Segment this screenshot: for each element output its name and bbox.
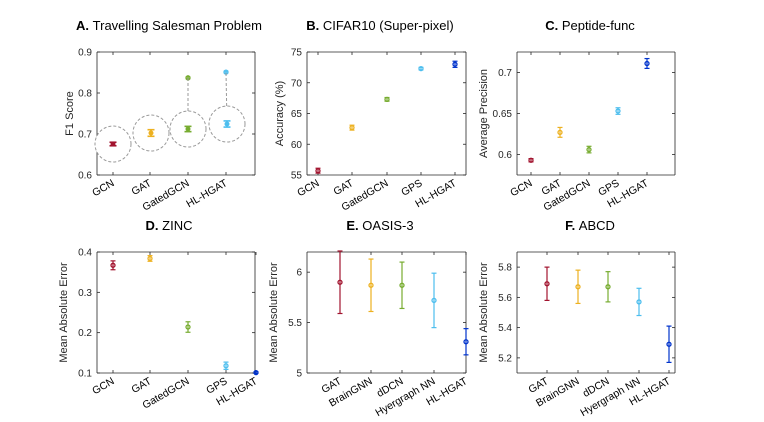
- y-axis-label: Mean Absolute Error: [268, 262, 280, 363]
- x-category-label: GCN: [508, 177, 534, 199]
- x-category-label: GCN: [90, 375, 116, 397]
- data-point: [431, 297, 437, 304]
- inset-data-point: [110, 141, 116, 147]
- panel-title: B. CIFAR10 (Super-pixel): [306, 18, 453, 33]
- data-point: [615, 108, 621, 114]
- y-tick-label: 0.2: [78, 328, 92, 339]
- y-axis-label: Mean Absolute Error: [478, 262, 490, 363]
- data-point: [636, 299, 642, 305]
- panel-title-text: OASIS-3: [362, 218, 413, 233]
- data-point: [315, 168, 321, 174]
- y-tick-label: 0.6: [78, 171, 92, 182]
- panel-letter: B.: [306, 18, 323, 33]
- data-point: [110, 262, 116, 268]
- panel-letter: F.: [565, 218, 579, 233]
- data-point: [605, 284, 611, 290]
- data-point: [544, 281, 550, 287]
- y-tick-label: 6: [296, 268, 302, 279]
- data-point: [586, 146, 592, 153]
- data-point: [384, 96, 390, 103]
- data-point: [557, 129, 563, 136]
- data-point: [463, 339, 469, 345]
- data-point: [223, 363, 229, 369]
- y-axis-label: Accuracy (%): [274, 81, 286, 146]
- y-tick-label: 0.4: [78, 248, 92, 259]
- panel-title: C. Peptide-func: [545, 18, 635, 33]
- data-point: [147, 255, 153, 262]
- panel-title: F. ABCD: [565, 218, 615, 233]
- x-category-label: HL-HGAT: [184, 177, 230, 210]
- x-category-label: GCN: [90, 177, 116, 199]
- inset-data-point: [224, 121, 230, 127]
- y-axis-label: F1 Score: [64, 91, 76, 136]
- y-tick-label: 0.8: [78, 89, 92, 100]
- x-category-label: GAT: [129, 375, 154, 396]
- panel-title-text: ZINC: [162, 218, 192, 233]
- data-point: [349, 124, 355, 131]
- y-tick-label: 5: [296, 369, 302, 380]
- y-tick-label: 0.1: [78, 369, 92, 380]
- data-point: [418, 65, 424, 72]
- y-tick-label: 5.4: [498, 323, 512, 334]
- y-tick-label: 5.6: [498, 293, 512, 304]
- data-point: [253, 369, 259, 376]
- zoom-connector: [225, 72, 228, 107]
- panel-b: B. CIFAR10 (Super-pixel) 55 60 65 70 75 Accura…: [274, 18, 467, 214]
- y-tick-label: 0.9: [78, 48, 92, 59]
- data-point: [452, 61, 458, 67]
- y-tick-label: 55: [291, 171, 303, 182]
- y-tick-label: 0.6: [498, 150, 512, 161]
- y-tick-label: 0.7: [78, 130, 92, 141]
- y-tick-label: 0.65: [493, 109, 513, 120]
- data-point: [666, 341, 672, 347]
- panel-c: C. Peptide-func 0.6 0.65 0.7 Average Precisi…: [478, 18, 676, 214]
- y-tick-label: 0.3: [78, 288, 92, 299]
- y-tick-label: 5.5: [288, 318, 302, 329]
- panel-letter: C.: [545, 18, 562, 33]
- y-tick-label: 5.8: [498, 263, 512, 274]
- data-point: [368, 282, 374, 288]
- panel-title-text: Peptide-func: [562, 18, 635, 33]
- data-point: [337, 279, 343, 285]
- inset-data-point: [185, 126, 191, 132]
- panel-title: E. OASIS-3: [346, 218, 413, 233]
- y-tick-label: 75: [291, 48, 303, 59]
- panel-title: D. ZINC: [146, 218, 193, 233]
- panel-title-text: Travelling Salesman Problem: [93, 18, 262, 33]
- panel-title-text: ABCD: [579, 218, 615, 233]
- x-category-label: GAT: [129, 177, 154, 198]
- panel-title: A. Travelling Salesman Problem: [76, 18, 262, 33]
- y-tick-label: 70: [291, 78, 303, 89]
- data-point: [575, 284, 581, 290]
- panel-letter: E.: [346, 218, 362, 233]
- panel-title-text: CIFAR10 (Super-pixel): [323, 18, 454, 33]
- panel-d: D. ZINC 0.1 0.2 0.3 0.4 Mean Absolute Error GC…: [58, 218, 260, 412]
- y-axis-label: Average Precision: [478, 69, 490, 158]
- y-tick-label: 60: [291, 140, 303, 151]
- y-tick-label: 0.7: [498, 68, 512, 79]
- panel-letter: A.: [76, 18, 93, 33]
- inset-data-point: [148, 130, 154, 136]
- panel-letter: D.: [146, 218, 163, 233]
- y-tick-label: 5.2: [498, 353, 512, 364]
- panel-a: A. Travelling Salesman Problem 0.6 0.7 0.8 0…: [64, 18, 262, 214]
- data-point: [528, 157, 534, 163]
- y-axis-label: Mean Absolute Error: [58, 262, 70, 363]
- data-point: [399, 282, 405, 288]
- data-point: [644, 60, 650, 67]
- y-tick-label: 65: [291, 109, 303, 120]
- data-point: [185, 324, 191, 330]
